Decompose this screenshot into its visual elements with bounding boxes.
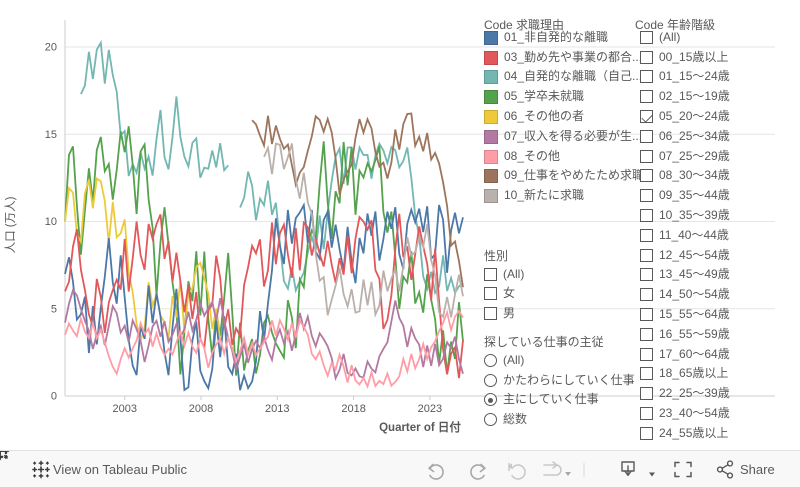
svg-text:2018: 2018 <box>341 403 365 415</box>
svg-text:15: 15 <box>45 129 57 141</box>
svg-text:2008: 2008 <box>189 403 213 415</box>
svg-text:2023: 2023 <box>418 403 442 415</box>
svg-text:2013: 2013 <box>265 403 289 415</box>
svg-text:人口 (万人): 人口 (万人) <box>4 196 17 253</box>
svg-text:5: 5 <box>51 303 57 315</box>
svg-text:Share: Share <box>740 462 775 477</box>
svg-text:2003: 2003 <box>113 403 137 415</box>
svg-text:View on Tableau Public: View on Tableau Public <box>53 462 187 477</box>
svg-text:Quarter of 日付: Quarter of 日付 <box>379 420 461 434</box>
svg-text:20: 20 <box>45 42 57 54</box>
svg-text:0: 0 <box>51 391 57 403</box>
svg-text:10: 10 <box>45 216 57 228</box>
